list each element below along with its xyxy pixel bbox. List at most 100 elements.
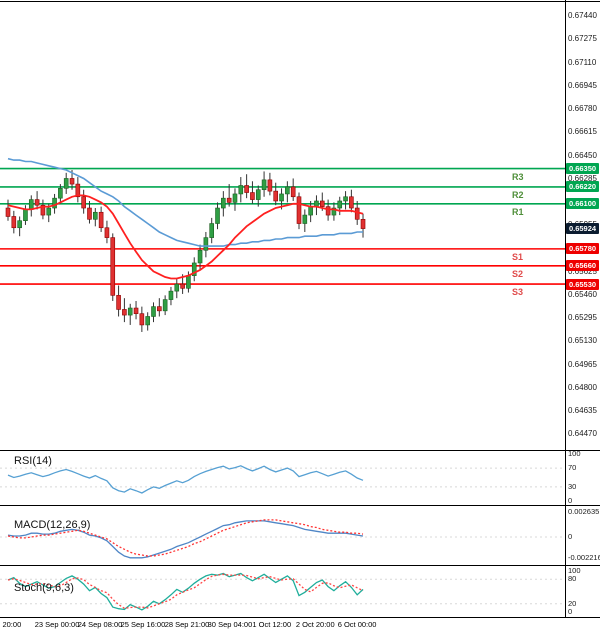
rsi-tick: 100 bbox=[568, 449, 581, 458]
candle-bullish bbox=[209, 223, 214, 238]
time-label: 2 Oct 20:00 bbox=[295, 620, 335, 629]
candle-bearish bbox=[116, 295, 121, 310]
candle-bullish bbox=[215, 207, 220, 224]
candle-bearish bbox=[180, 283, 185, 289]
macd-panel-title: MACD(12,26,9) bbox=[14, 519, 91, 531]
macd-signal-line bbox=[7, 519, 364, 557]
time-label: 23 Sep 00:00 bbox=[34, 620, 80, 629]
candle-bearish bbox=[122, 309, 127, 316]
candle-bullish bbox=[279, 193, 284, 202]
time-label: 25 Sep 16:00 bbox=[120, 620, 166, 629]
candle-bullish bbox=[191, 262, 197, 276]
price-tick: 0.66945 bbox=[568, 80, 597, 90]
candle-bullish bbox=[162, 299, 168, 312]
candle-bullish bbox=[93, 211, 98, 220]
candle-bullish bbox=[145, 316, 150, 326]
candle-bearish bbox=[34, 199, 40, 206]
macd-tick: -0.002216 bbox=[568, 553, 600, 562]
candlestick-chart[interactable] bbox=[0, 0, 565, 450]
candle-bearish bbox=[110, 237, 116, 296]
panel-divider-bottom bbox=[0, 617, 600, 618]
candle-bullish bbox=[238, 185, 244, 195]
candle-bullish bbox=[331, 207, 337, 216]
candle-bullish bbox=[168, 290, 174, 300]
candle-bullish bbox=[58, 188, 63, 199]
stoch-chart[interactable] bbox=[0, 566, 565, 616]
candle-bullish bbox=[255, 189, 261, 200]
candle-bullish bbox=[232, 193, 238, 203]
macd-tick: 0.002635 bbox=[568, 507, 600, 516]
candle-bearish bbox=[349, 196, 354, 209]
candle-bearish bbox=[360, 218, 366, 229]
candle-bullish bbox=[343, 196, 348, 202]
price-tick: 0.64635 bbox=[568, 406, 597, 416]
candle-bearish bbox=[319, 200, 325, 207]
price-level-badge-r3: 0.66350 bbox=[566, 163, 599, 175]
level-label-r2: R2 bbox=[512, 189, 524, 200]
rsi-chart[interactable] bbox=[0, 451, 565, 505]
price-level-badge-r1: 0.66100 bbox=[566, 198, 599, 210]
candle-bullish bbox=[221, 197, 226, 209]
level-label-r3: R3 bbox=[512, 171, 524, 182]
candle-bullish bbox=[63, 178, 69, 189]
candle-bearish bbox=[139, 313, 145, 326]
level-label-r1: R1 bbox=[512, 206, 524, 217]
rsi-panel-title: RSI(14) bbox=[14, 455, 52, 467]
macd-line bbox=[7, 520, 364, 559]
candle-bullish bbox=[285, 186, 290, 195]
top-border bbox=[0, 1, 600, 2]
candle-bearish bbox=[5, 207, 11, 217]
level-label-s2: S2 bbox=[512, 268, 524, 279]
time-label: 1 Oct 12:00 bbox=[252, 620, 292, 629]
panel-divider-macd[interactable] bbox=[0, 505, 600, 506]
candle-bearish bbox=[273, 190, 279, 202]
price-tick: 0.65130 bbox=[568, 336, 597, 346]
price-tick: 0.65460 bbox=[568, 289, 597, 299]
candle-bearish bbox=[250, 192, 255, 200]
candle-bullish bbox=[52, 197, 57, 209]
candle-bearish bbox=[244, 185, 249, 193]
price-tick: 0.66450 bbox=[568, 150, 597, 160]
candle-bearish bbox=[267, 179, 273, 192]
candle-bullish bbox=[127, 307, 133, 316]
candle-bearish bbox=[104, 227, 110, 238]
time-label: 24 Sep 08:00 bbox=[77, 620, 123, 629]
rsi-tick: 0 bbox=[568, 496, 573, 505]
candle-bullish bbox=[302, 214, 308, 224]
candle-bullish bbox=[186, 275, 191, 289]
stoch-tick: 20 bbox=[568, 598, 577, 608]
price-level-badge-s1: 0.65780 bbox=[566, 243, 599, 255]
stoch-panel-title: Stoch(9,6,3) bbox=[14, 582, 74, 594]
price-tick: 0.64800 bbox=[568, 382, 597, 392]
candle-bullish bbox=[17, 220, 22, 229]
ma-fast-line bbox=[7, 194, 364, 280]
candle-bearish bbox=[133, 307, 139, 314]
rsi-tick: 30 bbox=[568, 481, 577, 491]
price-tick: 0.65625 bbox=[568, 266, 597, 276]
panel-divider-rsi[interactable] bbox=[0, 450, 600, 451]
price-level-badge-s3: 0.65530 bbox=[566, 278, 599, 290]
candle-bearish bbox=[69, 178, 75, 185]
rsi-line bbox=[7, 465, 364, 494]
ma-slow-line bbox=[7, 157, 363, 247]
price-tick: 0.66780 bbox=[568, 104, 597, 114]
panel-divider-stoch[interactable] bbox=[0, 565, 600, 566]
candle-bearish bbox=[40, 204, 46, 216]
rsi-tick: 70 bbox=[568, 463, 577, 473]
stoch-tick: 100 bbox=[568, 566, 581, 575]
candle-bullish bbox=[203, 237, 209, 251]
time-label: 30 Sep 04:00 bbox=[207, 620, 253, 629]
candle-bullish bbox=[174, 283, 180, 292]
candle-bearish bbox=[81, 196, 86, 209]
candle-bearish bbox=[157, 306, 162, 312]
candle-bearish bbox=[290, 186, 296, 198]
candle-bearish bbox=[11, 216, 17, 229]
price-tick: 0.65295 bbox=[568, 313, 597, 323]
macd-chart[interactable] bbox=[0, 506, 565, 564]
price-tick: 0.64965 bbox=[568, 359, 597, 369]
price-tick: 0.67110 bbox=[568, 57, 597, 67]
candle-bullish bbox=[308, 206, 313, 216]
macd-tick: 0 bbox=[568, 531, 573, 541]
candle-bullish bbox=[28, 199, 34, 210]
